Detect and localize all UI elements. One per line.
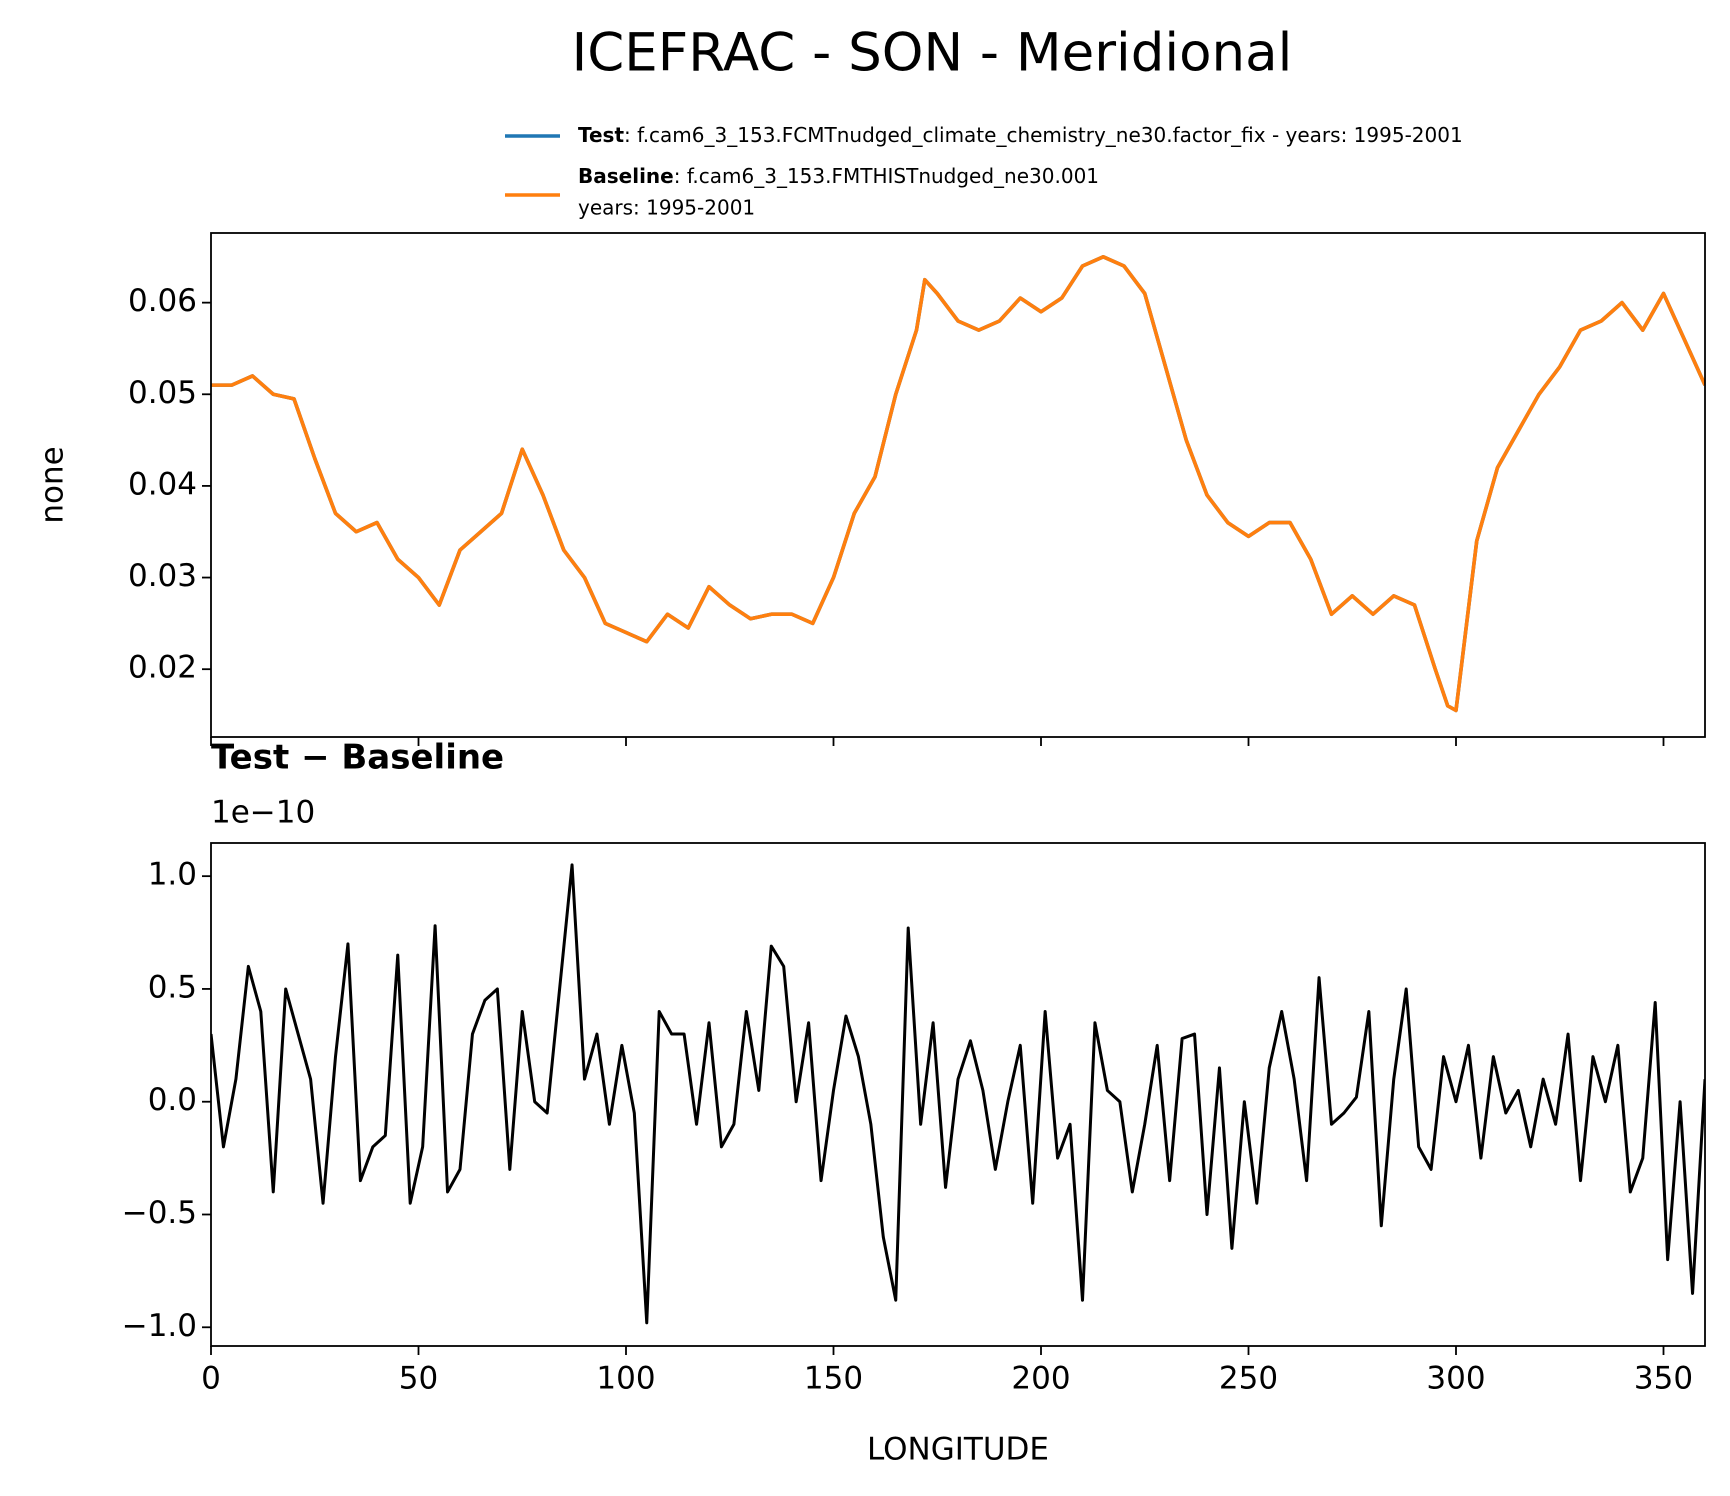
x-tick-label: 250 <box>1219 1361 1278 1397</box>
chart-title: ICEFRAC - SON - Meridional <box>572 23 1293 84</box>
legend-entry: Baseline: f.cam6_3_153.FMTHISTnudged_ne3… <box>578 164 1099 188</box>
x-tick-label: 150 <box>804 1361 863 1397</box>
y-tick-label: −0.5 <box>122 1195 197 1231</box>
y-tick-label: 0.03 <box>128 558 197 594</box>
legend-detail: years: 1995-2001 <box>578 196 755 220</box>
x-tick-label: 300 <box>1426 1361 1485 1397</box>
subplot-title: Test − Baseline <box>211 738 504 778</box>
y-tick-label: 0.0 <box>148 1082 197 1118</box>
plot-frame <box>210 842 1706 1347</box>
x-tick-label: 50 <box>399 1361 438 1397</box>
x-tick-label: 200 <box>1011 1361 1070 1397</box>
x-tick-label: 0 <box>201 1361 221 1397</box>
x-tick-label: 100 <box>596 1361 655 1397</box>
x-tick-label: 350 <box>1634 1361 1693 1397</box>
legend-detail: : f.cam6_3_153.FCMTnudged_climate_chemis… <box>624 123 1463 147</box>
legend-name: Baseline <box>578 164 674 188</box>
plot-area <box>211 863 1705 1325</box>
offset-label: 1e−10 <box>211 795 315 831</box>
y-tick-label: −1.0 <box>122 1308 197 1344</box>
legend-entry: Test: f.cam6_3_153.FCMTnudged_climate_ch… <box>578 123 1463 147</box>
y-tick-label: 0.04 <box>128 466 197 502</box>
legend-detail: : f.cam6_3_153.FMTHISTnudged_ne30.001 <box>674 164 1099 188</box>
plot-area <box>211 255 1705 713</box>
plot-frame <box>210 232 1706 738</box>
y-tick-label: 1.0 <box>148 857 197 893</box>
x-axis-label: LONGITUDE <box>867 1432 1049 1468</box>
data-line <box>211 255 1705 713</box>
legend-name: Test <box>578 123 624 147</box>
y-tick-label: 0.02 <box>128 650 197 686</box>
data-line <box>211 863 1705 1325</box>
y-tick-label: 0.5 <box>148 969 197 1005</box>
data-line <box>211 255 1705 713</box>
y-tick-label: 0.06 <box>128 283 197 319</box>
y-axis-label: none <box>35 446 71 523</box>
y-tick-label: 0.05 <box>128 375 197 411</box>
